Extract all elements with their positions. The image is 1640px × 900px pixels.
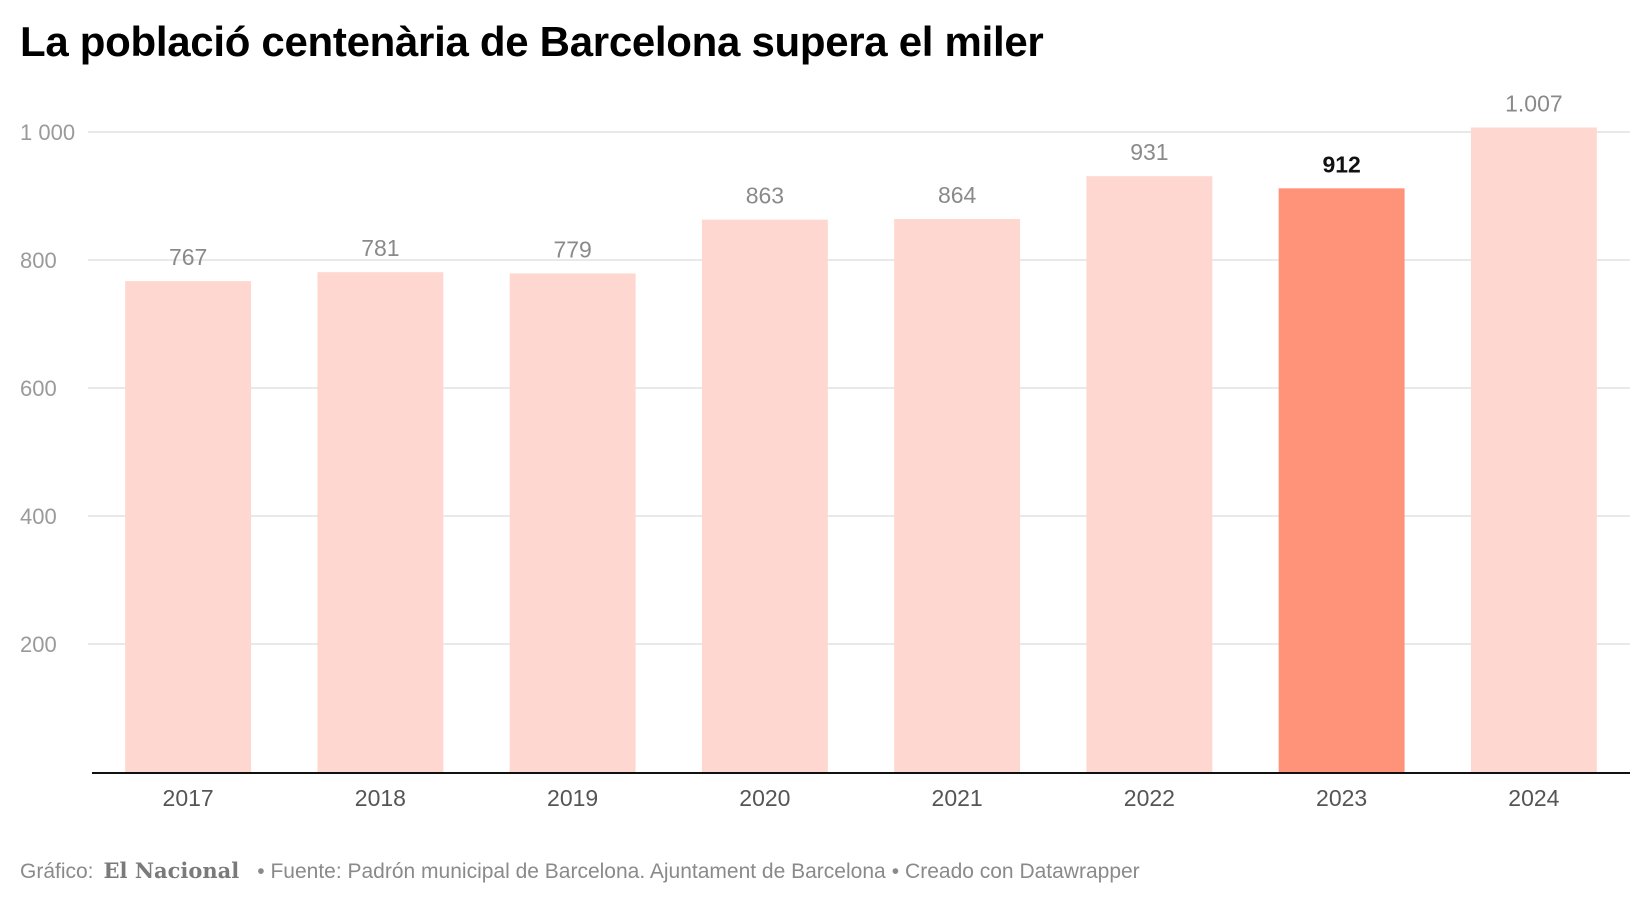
value-label-2017: 767 <box>169 244 207 270</box>
value-label-2023: 912 <box>1322 151 1360 177</box>
bar-2024[interactable] <box>1470 127 1597 772</box>
x-tick-label-2018: 2018 <box>355 785 406 811</box>
value-label-2019: 779 <box>553 236 591 262</box>
footer-credit[interactable]: Creado con Datawrapper <box>905 860 1140 883</box>
x-axis-ticks: 2017 2018 2019 2020 2021 2022 2023 2024 <box>163 785 1560 811</box>
x-tick-label-2019: 2019 <box>547 785 598 811</box>
y-tick-label: 1 000 <box>20 120 75 145</box>
bar-2019[interactable] <box>509 273 636 772</box>
bar-2021[interactable] <box>894 219 1021 773</box>
x-tick-label-2022: 2022 <box>1124 785 1175 811</box>
y-tick-label: 800 <box>20 248 57 273</box>
y-tick-label: 600 <box>20 376 57 401</box>
value-label-2018: 781 <box>361 235 399 261</box>
x-tick-label-2023: 2023 <box>1316 785 1367 811</box>
x-tick-label-2020: 2020 <box>739 785 790 811</box>
footer-prefix: Gráfico: <box>20 860 94 883</box>
x-tick-label-2017: 2017 <box>163 785 214 811</box>
bar-2023[interactable] <box>1278 188 1405 772</box>
chart-title: La població centenària de Barcelona supe… <box>20 18 1044 65</box>
bars <box>125 127 1597 773</box>
footer-separator: • <box>891 860 900 883</box>
x-tick-label-2021: 2021 <box>932 785 983 811</box>
chart-footer: Gráfico: El Nacional • Fuente: Padrón mu… <box>20 858 1140 884</box>
bar-2018[interactable] <box>317 272 444 772</box>
bar-2017[interactable] <box>125 281 252 772</box>
y-tick-label: 400 <box>20 504 57 529</box>
y-axis-ticks: 200 400 600 800 1 000 <box>20 120 75 657</box>
value-label-2020: 863 <box>746 183 784 209</box>
bar-2020[interactable] <box>701 219 828 772</box>
y-tick-label: 200 <box>20 632 57 657</box>
value-labels: 767 781 779 863 864 931 912 1.007 <box>169 91 1563 271</box>
value-label-2021: 864 <box>938 182 977 208</box>
value-label-2024: 1.007 <box>1505 91 1563 117</box>
footer-source: • Fuente: Padrón municipal de Barcelona.… <box>257 860 886 883</box>
x-tick-label-2024: 2024 <box>1508 785 1559 811</box>
el-nacional-logo[interactable]: El Nacional <box>103 858 240 883</box>
bar-2022[interactable] <box>1086 176 1213 772</box>
value-label-2022: 931 <box>1130 139 1168 165</box>
